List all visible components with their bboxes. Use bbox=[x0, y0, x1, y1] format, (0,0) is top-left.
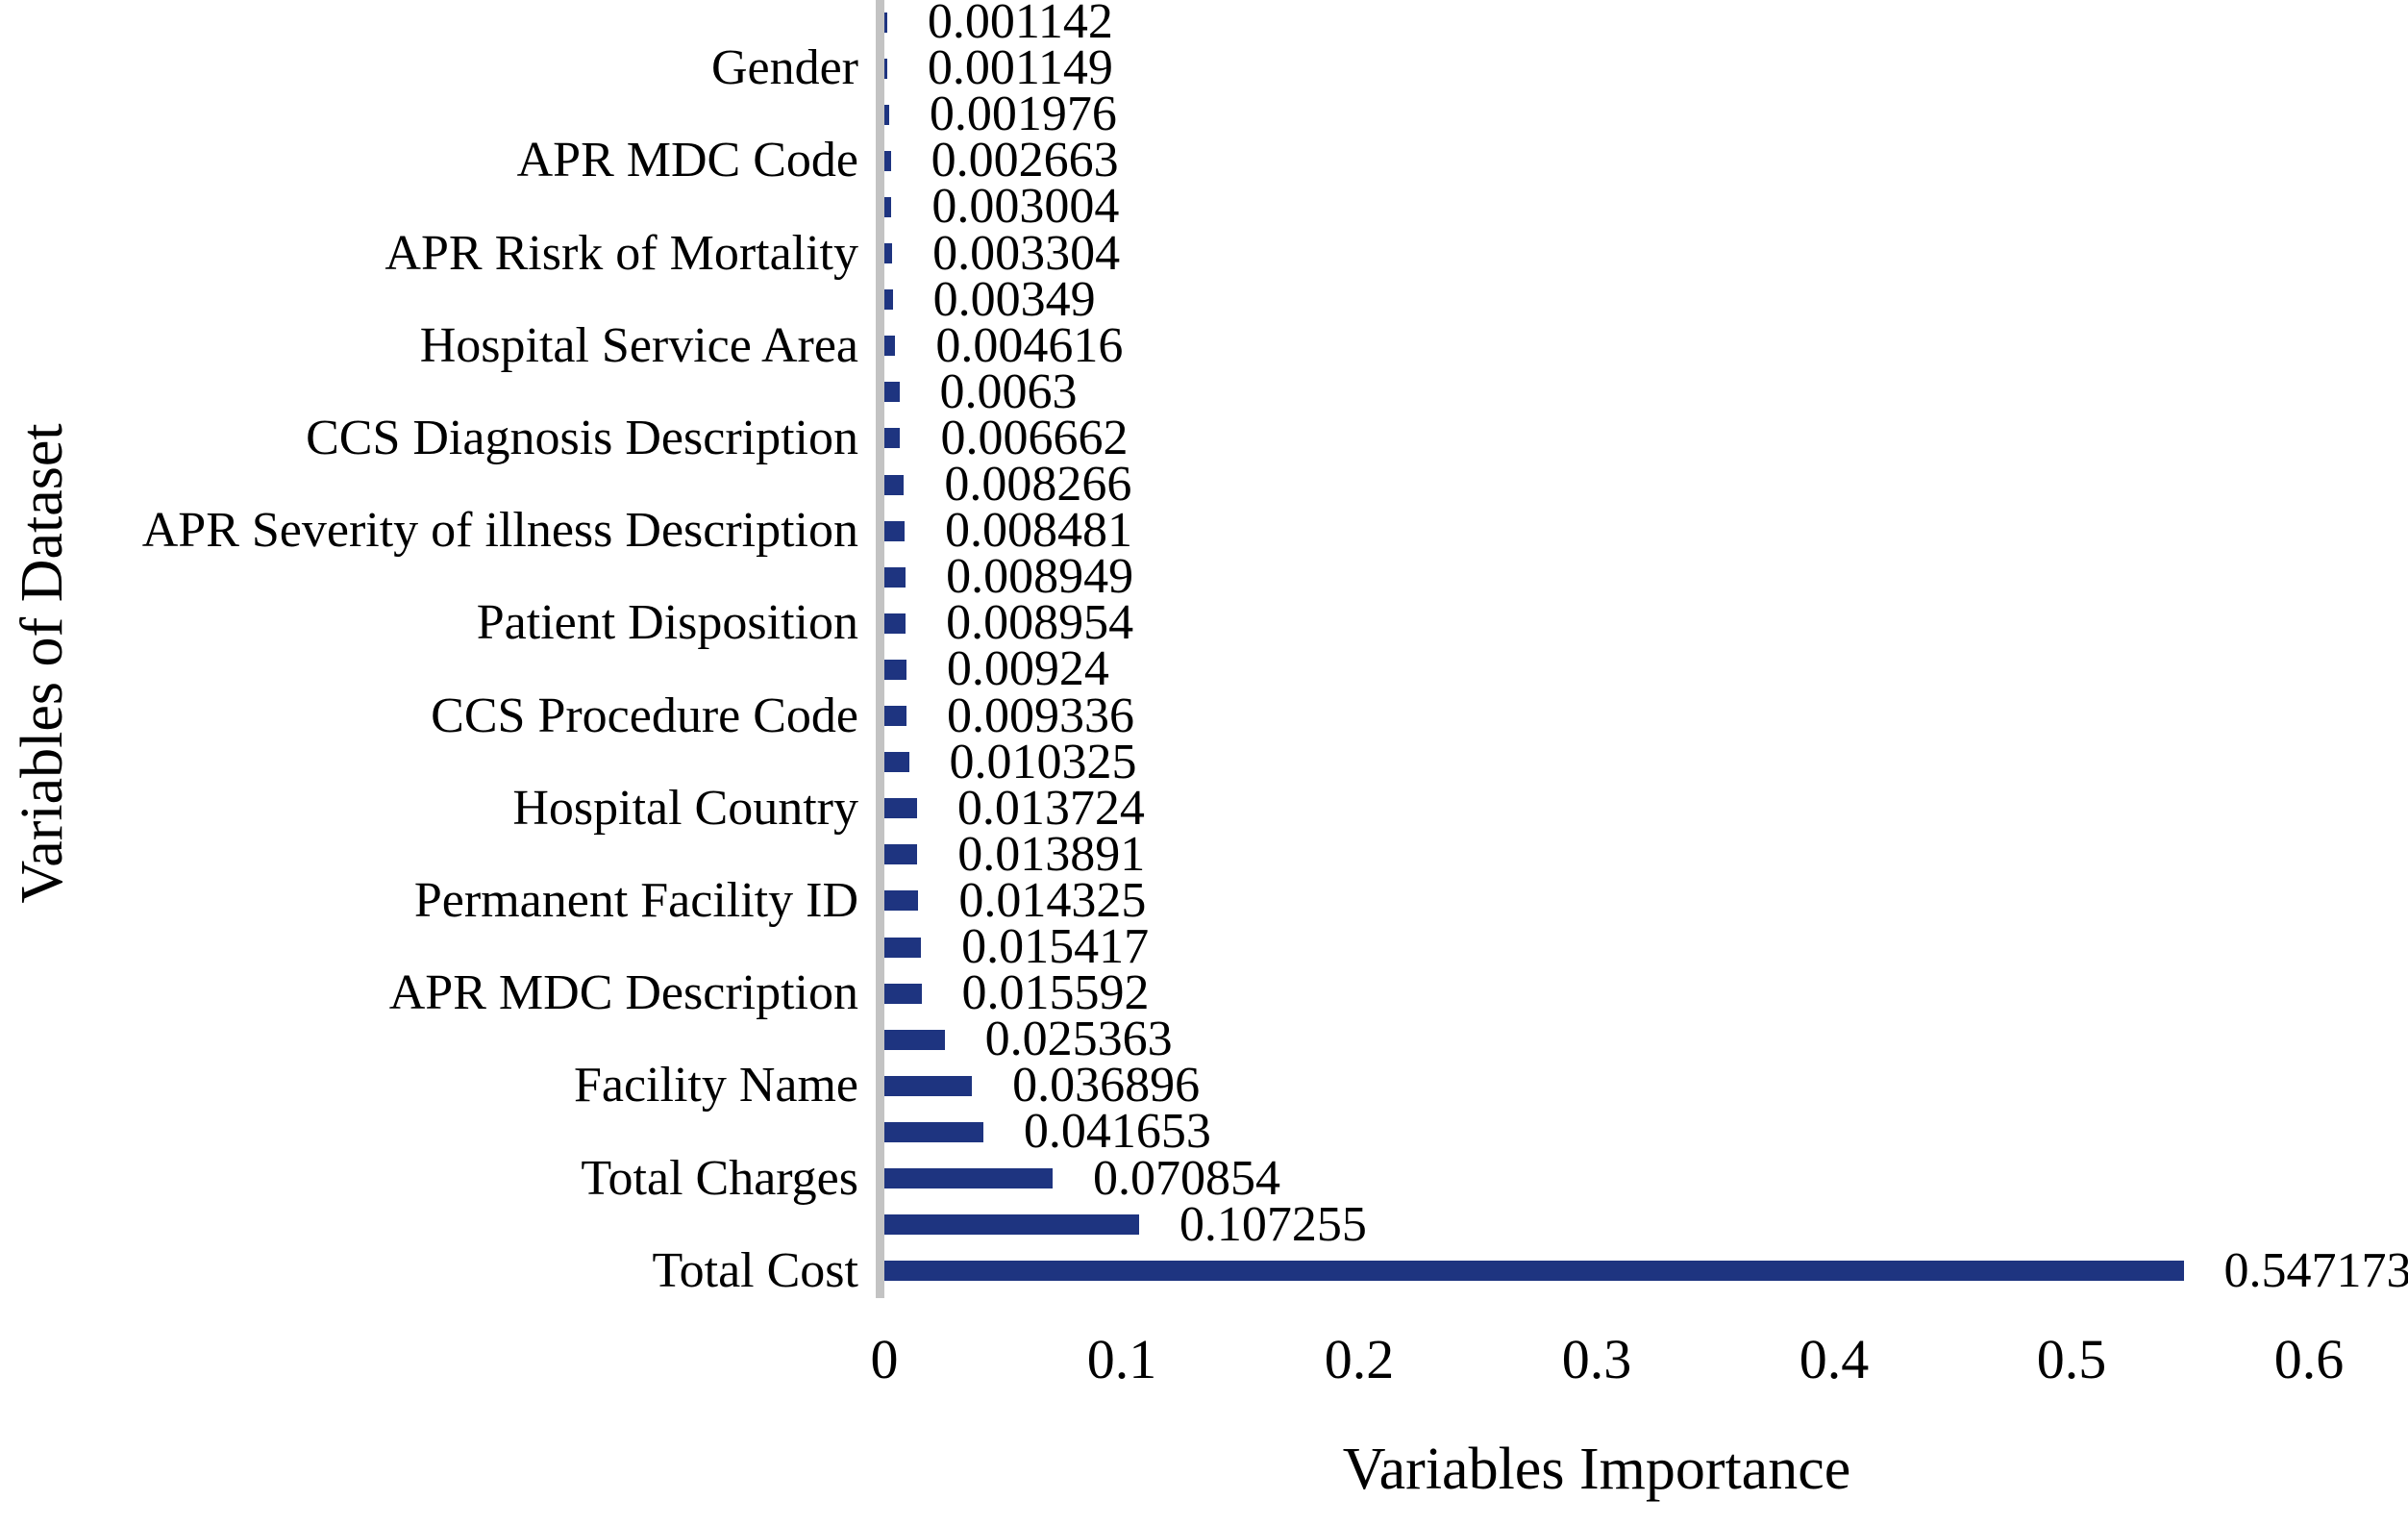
category-label: Patient Disposition bbox=[476, 595, 858, 651]
value-label: 0.009336 bbox=[947, 688, 1135, 743]
x-tick-label: 0.1 bbox=[1086, 1328, 1157, 1390]
value-label: 0.0063 bbox=[939, 363, 1078, 419]
value-label: 0.008266 bbox=[944, 457, 1132, 512]
category-label: Facility Name bbox=[573, 1058, 858, 1113]
category-label: CCS Diagnosis Description bbox=[306, 410, 858, 465]
category-label: APR Risrk of Mortality bbox=[385, 225, 858, 281]
bar bbox=[884, 752, 909, 773]
x-tick-label: 0.4 bbox=[1799, 1328, 1870, 1390]
value-label: 0.010325 bbox=[949, 734, 1137, 789]
bar bbox=[884, 1214, 1139, 1236]
category-label: Permanent Facility ID bbox=[413, 872, 858, 928]
value-label: 0.036896 bbox=[1012, 1058, 1201, 1113]
value-label: 0.015417 bbox=[961, 919, 1150, 974]
bar bbox=[884, 382, 900, 403]
x-tick-label: 0.3 bbox=[1561, 1328, 1632, 1390]
bar bbox=[884, 428, 901, 449]
x-tick-label: 0 bbox=[870, 1328, 899, 1390]
value-label: 0.041653 bbox=[1023, 1104, 1211, 1160]
bar bbox=[884, 289, 893, 311]
value-label: 0.008481 bbox=[944, 503, 1132, 559]
category-label: Hospital Country bbox=[512, 780, 858, 836]
bar bbox=[884, 659, 906, 680]
value-label: 0.003304 bbox=[932, 225, 1121, 281]
bar bbox=[884, 937, 922, 958]
bar bbox=[884, 983, 922, 1004]
bar bbox=[884, 1075, 973, 1096]
bar bbox=[884, 474, 905, 495]
bar bbox=[884, 1168, 1053, 1188]
value-label: 0.00349 bbox=[932, 271, 1096, 327]
value-label: 0.070854 bbox=[1093, 1150, 1280, 1206]
category-label: APR Severity of illness Description bbox=[141, 503, 858, 559]
category-label: Hospital Service Area bbox=[419, 317, 858, 373]
bar bbox=[884, 1261, 2184, 1282]
bar bbox=[884, 1029, 945, 1050]
value-label: 0.013891 bbox=[957, 826, 1146, 882]
category-label: APR MDC Code bbox=[516, 133, 858, 188]
bar bbox=[884, 243, 893, 263]
bar bbox=[884, 196, 892, 217]
value-label: 0.014325 bbox=[958, 872, 1147, 928]
category-label: Total Cost bbox=[652, 1242, 858, 1298]
value-label: 0.001976 bbox=[929, 87, 1117, 142]
category-label: Total Charges bbox=[581, 1150, 858, 1206]
bar bbox=[884, 58, 887, 79]
bar bbox=[884, 566, 906, 588]
category-label: CCS Procedure Code bbox=[431, 688, 858, 743]
value-label: 0.015592 bbox=[961, 965, 1150, 1021]
bar bbox=[884, 520, 905, 541]
value-label: 0.013724 bbox=[956, 780, 1145, 836]
bar bbox=[884, 12, 887, 33]
y-axis-line bbox=[876, 0, 884, 1298]
value-label: 0.001142 bbox=[927, 0, 1113, 49]
value-label: 0.004616 bbox=[935, 317, 1124, 373]
value-label: 0.001149 bbox=[927, 40, 1113, 96]
x-tick-label: 0.6 bbox=[2273, 1328, 2345, 1390]
value-label: 0.025363 bbox=[984, 1012, 1173, 1067]
value-label: 0.008949 bbox=[946, 549, 1134, 605]
bar bbox=[884, 336, 896, 357]
x-tick-label: 0.2 bbox=[1324, 1328, 1395, 1390]
x-axis-title: Variables Importance bbox=[1342, 1437, 1851, 1502]
value-label: 0.006662 bbox=[940, 410, 1129, 465]
value-label: 0.547173 bbox=[2223, 1242, 2408, 1298]
value-label: 0.008954 bbox=[946, 595, 1134, 651]
bar bbox=[884, 890, 919, 912]
value-label: 0.00924 bbox=[946, 641, 1109, 697]
bar bbox=[884, 104, 889, 125]
value-label: 0.003004 bbox=[931, 179, 1120, 235]
bar bbox=[884, 798, 917, 819]
bar bbox=[884, 844, 918, 865]
bar bbox=[884, 706, 907, 726]
bar bbox=[884, 150, 891, 171]
x-tick-label: 0.5 bbox=[2036, 1328, 2107, 1390]
category-label: Gender bbox=[710, 40, 858, 96]
category-label: APR MDC Description bbox=[388, 965, 858, 1021]
bar bbox=[884, 1121, 983, 1142]
value-label: 0.002663 bbox=[931, 133, 1119, 188]
bar bbox=[884, 613, 906, 634]
value-label: 0.107255 bbox=[1179, 1196, 1367, 1252]
